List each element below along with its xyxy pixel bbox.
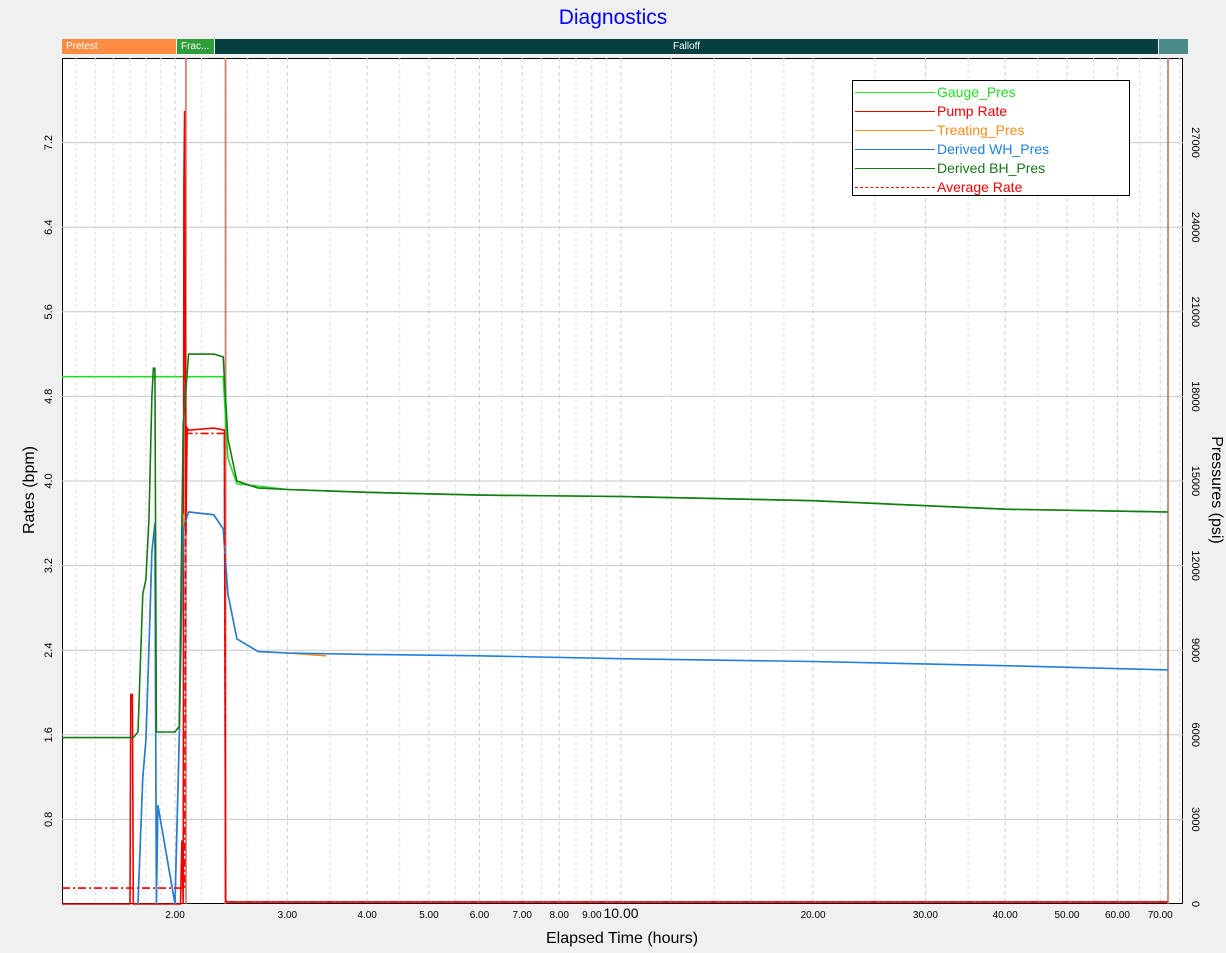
legend-swatch: [855, 187, 935, 188]
y-axis-label: Rates (bpm): [21, 445, 38, 535]
y2-axis-label: Pressures (psi): [1208, 436, 1225, 544]
legend-item-pump-rate[interactable]: Pump Rate: [853, 102, 1129, 121]
y-tick-label: 4.8: [43, 389, 55, 404]
y2-tick-label: 9000: [1189, 638, 1201, 662]
stage-bar-end[interactable]: [1159, 39, 1188, 54]
y-tick-label: 2.4: [43, 643, 55, 658]
x-tick-label: 40.00: [993, 910, 1018, 921]
series-line-derived-bh-pres: [62, 353, 1169, 739]
stage-bar-pretest[interactable]: Pretest: [62, 39, 176, 54]
y-tick-label: 6.4: [43, 220, 55, 235]
legend-label: Gauge_Pres: [937, 84, 1016, 100]
x-tick-label: 5.00: [419, 910, 439, 921]
y-tick-label: 1.6: [43, 727, 55, 742]
legend-item-derived-bh-pres[interactable]: Derived BH_Pres: [853, 159, 1129, 178]
legend[interactable]: Gauge_Pres Pump Rate Treating_Pres Deriv…: [852, 80, 1130, 196]
x-tick-label: 3.00: [278, 910, 298, 921]
legend-label: Pump Rate: [937, 103, 1008, 119]
y-tick-label: 3.2: [43, 558, 55, 573]
legend-item-average-rate[interactable]: Average Rate: [853, 178, 1129, 197]
tick-label-layer: 0.8 1.6 2.4 3.2 4.0 4.8 5.6 6.4 7.2 0 3000 6000 9000…: [43, 127, 1201, 921]
series-layer: [62, 110, 1169, 905]
legend-swatch: [855, 149, 935, 150]
x-tick-label: 7.00: [512, 910, 532, 921]
legend-swatch: [855, 111, 935, 112]
series-line-derived-wh-pres: [137, 511, 1169, 905]
y-tick-label: 5.6: [43, 304, 55, 319]
grid-layer: [62, 58, 1183, 904]
legend-item-derived-wh-pres[interactable]: Derived WH_Pres: [853, 140, 1129, 159]
legend-swatch: [855, 92, 935, 93]
y-tick-label: 7.2: [43, 135, 55, 150]
y2-tick-label: 6000: [1189, 723, 1201, 747]
y-tick-label: 4.0: [43, 473, 55, 488]
y2-tick-label: 3000: [1189, 807, 1201, 831]
y2-tick-label: 24000: [1189, 212, 1201, 243]
series-line-gauge-pres: [62, 375, 1169, 513]
x-tick-label: 6.00: [470, 910, 490, 921]
x-tick-label: 50.00: [1054, 910, 1079, 921]
x-tick-label: 2.00: [165, 910, 185, 921]
series-line-pump-rate: [62, 110, 1168, 905]
x-tick-label: 10.00: [603, 905, 638, 921]
series-line-average-rate: [62, 432, 1168, 903]
x-axis-label: Elapsed Time (hours): [545, 930, 699, 947]
legend-item-gauge-pres[interactable]: Gauge_Pres: [853, 83, 1129, 102]
legend-label: Treating_Pres: [937, 122, 1025, 138]
x-tick-label: 20.00: [801, 910, 826, 921]
stage-bar-frac[interactable]: Frac...: [177, 39, 214, 54]
x-tick-label: 8.00: [549, 910, 569, 921]
y2-tick-label: 21000: [1189, 297, 1201, 328]
x-tick-label: 60.00: [1105, 910, 1130, 921]
series-line-treating-pres: [137, 511, 327, 905]
x-tick-label: 9.00: [582, 910, 602, 921]
stage-bar-falloff[interactable]: Falloff: [215, 39, 1158, 54]
legend-label: Average Rate: [937, 179, 1023, 195]
chart-title: Diagnostics: [558, 6, 668, 29]
legend-swatch: [855, 168, 935, 169]
x-tick-label: 30.00: [913, 910, 938, 921]
y2-tick-label: 0: [1189, 901, 1201, 907]
legend-swatch: [855, 130, 935, 131]
legend-label: Derived BH_Pres: [937, 160, 1046, 176]
y2-tick-label: 15000: [1189, 466, 1201, 497]
legend-label: Derived WH_Pres: [937, 141, 1050, 157]
x-tick-label: 70.00: [1148, 910, 1173, 921]
y2-tick-label: 18000: [1189, 381, 1201, 412]
x-tick-label: 4.00: [357, 910, 377, 921]
legend-item-treating-pres[interactable]: Treating_Pres: [853, 121, 1129, 140]
y2-tick-label: 12000: [1189, 550, 1201, 581]
y2-tick-label: 27000: [1189, 127, 1201, 158]
y-tick-label: 0.8: [43, 812, 55, 827]
